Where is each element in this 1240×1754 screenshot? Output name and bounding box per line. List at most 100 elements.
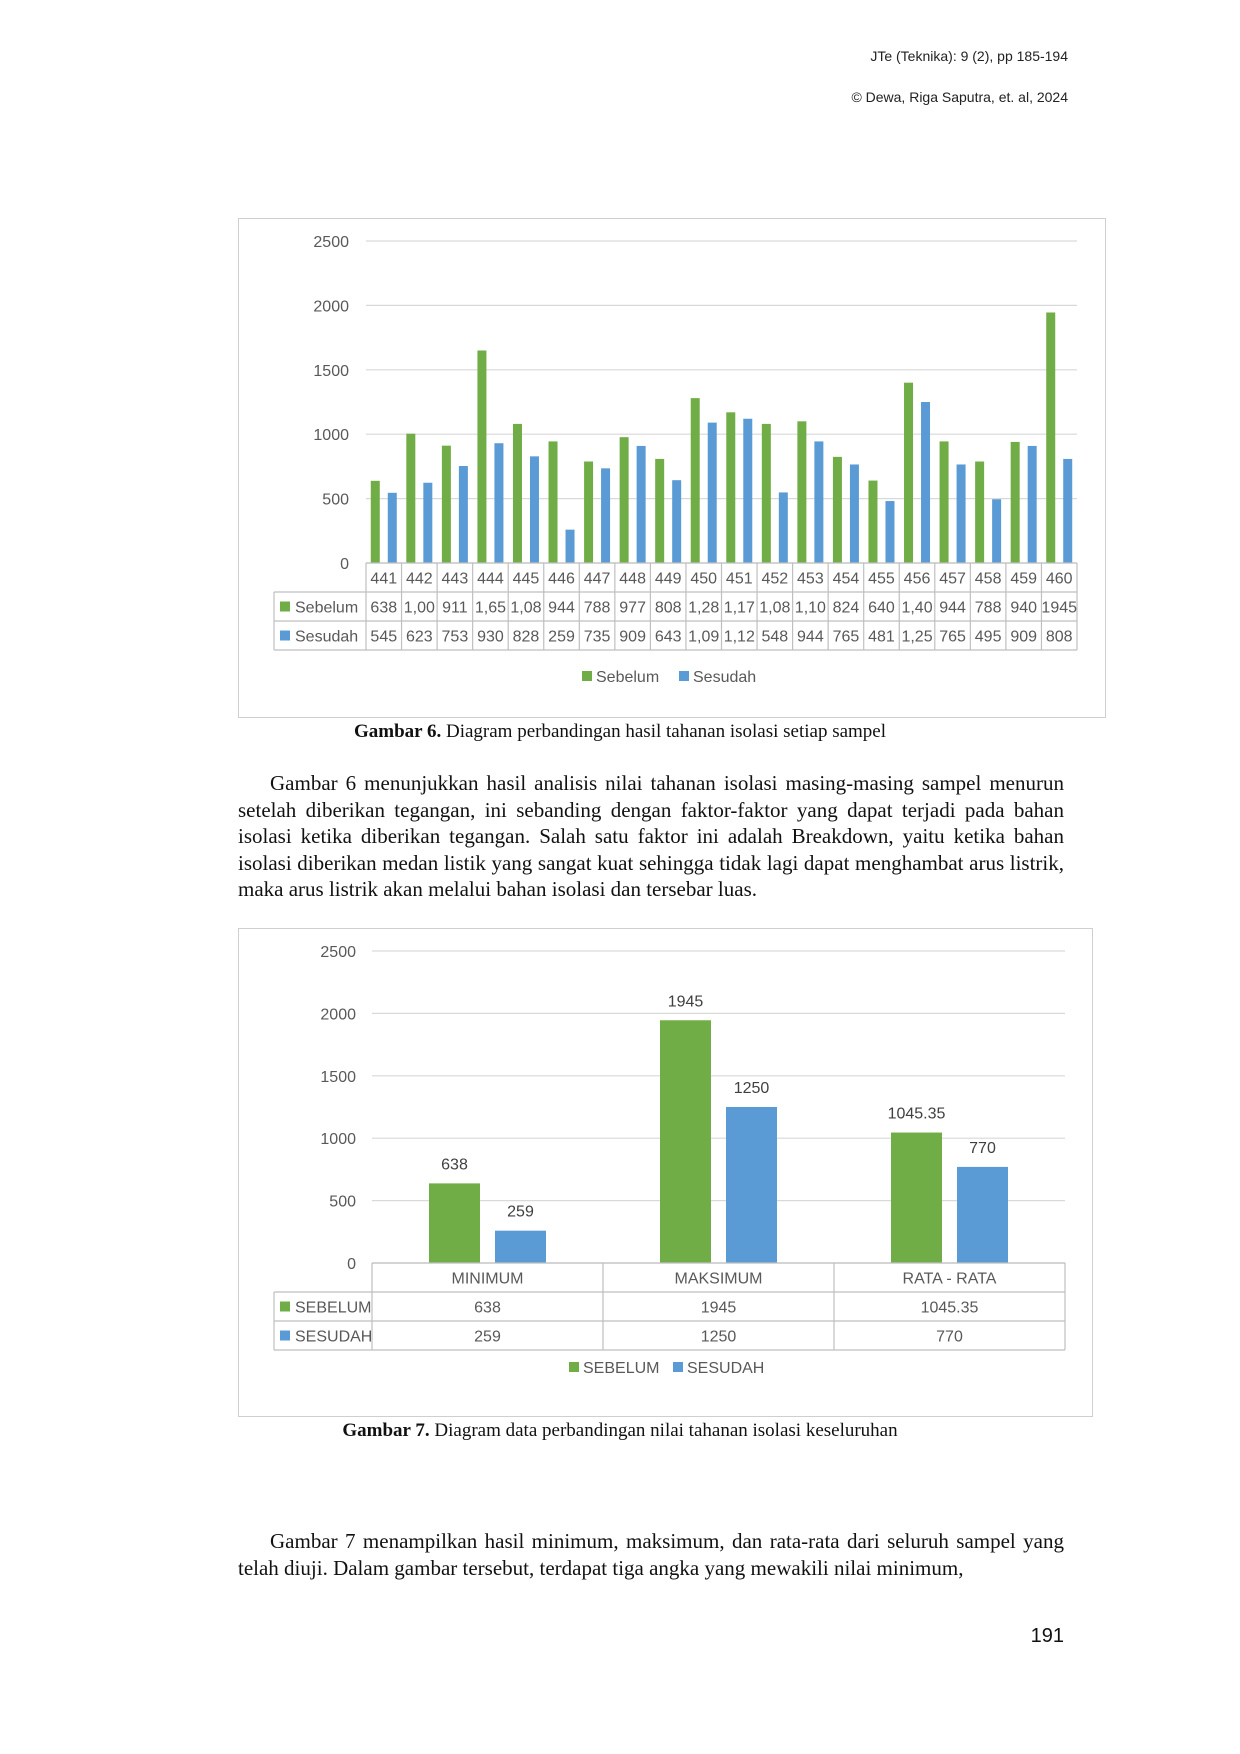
fig6-table-cell: 911 bbox=[442, 600, 468, 617]
fig6-bar-sesudah bbox=[1027, 445, 1037, 563]
fig6-table-cell: 944 bbox=[939, 600, 966, 617]
fig6-category-label: 456 bbox=[904, 571, 931, 588]
fig6-bar-sebelum bbox=[441, 445, 451, 563]
fig7-data-label: 1945 bbox=[668, 993, 704, 1010]
fig6-bar-sesudah bbox=[885, 501, 895, 563]
fig6-bar-sebelum bbox=[761, 423, 771, 563]
fig6-table-cell: 640 bbox=[868, 600, 895, 617]
figure-7-chart: 0 500 1000 1500 2000 2500 638 259 1945 1250 1045.3… bbox=[238, 928, 1093, 1417]
fig6-category-label: 448 bbox=[619, 571, 646, 588]
fig6-category-label: 458 bbox=[975, 571, 1002, 588]
fig6-bar-sesudah bbox=[565, 529, 575, 563]
fig6-bar-sebelum bbox=[1046, 312, 1056, 563]
fig6-bar-sebelum bbox=[406, 433, 416, 563]
fig6-table-cell: 1,08 bbox=[759, 600, 790, 617]
copyright-header: © Dewa, Riga Saputra, et. al, 2024 bbox=[851, 89, 1068, 105]
fig7-bar-sesudah bbox=[957, 1166, 1008, 1263]
fig6-ytick-label: 2000 bbox=[313, 298, 349, 315]
figure-6-caption-label: Gambar 6. bbox=[353, 721, 442, 742]
fig6-table-cell: 1,12 bbox=[724, 629, 755, 646]
fig6-table-cell: 638 bbox=[370, 600, 397, 617]
fig6-bar-sebelum bbox=[1010, 441, 1020, 563]
fig7-bar-sebelum bbox=[660, 1020, 711, 1263]
fig6-table-cell: 1,17 bbox=[724, 600, 755, 617]
figure-6-svg: 0 500 1000 1500 2000 2500 441 442 443 444 445 446 44… bbox=[273, 234, 1078, 686]
fig6-bar-sesudah bbox=[849, 464, 859, 563]
fig6-table-cell: 1,10 bbox=[795, 600, 826, 617]
fig6-table-cell: 623 bbox=[406, 629, 433, 646]
fig6-bar-sebelum bbox=[619, 437, 629, 563]
fig6-bar-sebelum bbox=[975, 461, 985, 563]
fig6-bar-sesudah bbox=[778, 492, 788, 563]
fig6-category-label: 454 bbox=[833, 571, 860, 588]
fig6-legend-label: Sebelum bbox=[596, 669, 659, 686]
body-paragraph-1: Gambar 6 menunjukkan hasil analisis nila… bbox=[238, 771, 1064, 901]
fig7-legend-key-sebelum bbox=[569, 1362, 579, 1372]
fig6-bar-sesudah bbox=[956, 464, 966, 563]
fig6-bar-sebelum bbox=[726, 412, 736, 563]
fig6-category-label: 457 bbox=[939, 571, 966, 588]
fig6-category-label: 446 bbox=[548, 571, 575, 588]
fig6-category-label: 445 bbox=[513, 571, 540, 588]
fig6-category-label: 444 bbox=[477, 571, 504, 588]
fig6-table-cell: 909 bbox=[1010, 629, 1037, 646]
fig7-category-label: RATA - RATA bbox=[903, 1271, 997, 1288]
fig7-table-cell: 1250 bbox=[701, 1329, 737, 1346]
fig7-table-series-label: SESUDAH bbox=[295, 1329, 372, 1346]
fig6-bar-sesudah bbox=[636, 445, 646, 563]
fig7-table-series-label: SEBELUM bbox=[295, 1300, 371, 1317]
fig6-bar-sebelum bbox=[477, 350, 487, 563]
fig6-category-label: 452 bbox=[761, 571, 788, 588]
fig6-table-cell: 765 bbox=[939, 629, 966, 646]
fig6-bar-sesudah bbox=[458, 466, 468, 563]
fig6-bar-sesudah bbox=[921, 402, 931, 563]
fig6-category-label: 455 bbox=[868, 571, 895, 588]
fig6-category-label: 450 bbox=[690, 571, 717, 588]
fig6-bar-sesudah bbox=[672, 480, 682, 563]
fig6-table-cell: 1,09 bbox=[688, 629, 719, 646]
fig6-table-cell: 944 bbox=[797, 629, 824, 646]
fig6-ytick-label: 2500 bbox=[313, 234, 349, 251]
fig6-table-series-label: Sebelum bbox=[295, 600, 358, 617]
figure-7-caption-text: Diagram data perbandingan nilai tahanan … bbox=[429, 1420, 898, 1441]
body-paragraph-2: Gambar 7 menampilkan hasil minimum, maks… bbox=[238, 1529, 1064, 1580]
fig6-table-legend-key bbox=[280, 601, 290, 612]
fig6-bar-sesudah bbox=[707, 422, 717, 563]
fig6-bar-sesudah bbox=[743, 418, 753, 563]
fig6-bar-sesudah bbox=[814, 441, 824, 563]
fig7-ytick-label: 1500 bbox=[320, 1069, 356, 1086]
fig6-ytick-label: 1500 bbox=[313, 363, 349, 380]
fig7-table-legend-key bbox=[280, 1301, 290, 1312]
fig6-table-cell: 930 bbox=[477, 629, 504, 646]
fig7-category-label: MINIMUM bbox=[452, 1271, 524, 1288]
fig6-table-cell: 259 bbox=[548, 629, 575, 646]
fig6-legend-key-sesudah bbox=[679, 671, 689, 681]
fig7-data-label: 638 bbox=[441, 1156, 468, 1173]
fig6-bar-sebelum bbox=[797, 421, 807, 563]
fig6-table-cell: 1,08 bbox=[510, 600, 541, 617]
fig6-bar-sebelum bbox=[584, 461, 594, 563]
fig6-table-cell: 788 bbox=[584, 600, 611, 617]
journal-header: JTe (Teknika): 9 (2), pp 185-194 bbox=[870, 48, 1068, 64]
fig6-table-cell: 808 bbox=[1046, 629, 1073, 646]
fig6-table-cell: 977 bbox=[619, 600, 646, 617]
fig6-ytick-label: 0 bbox=[340, 556, 349, 573]
fig6-category-label: 443 bbox=[442, 571, 469, 588]
figure-7-caption-label: Gambar 7. bbox=[342, 1420, 430, 1441]
fig6-table-cell: 1,00 bbox=[404, 600, 435, 617]
fig7-bar-sesudah bbox=[726, 1107, 777, 1263]
fig6-ytick-label: 500 bbox=[322, 492, 349, 509]
fig6-table-cell: 940 bbox=[1010, 600, 1037, 617]
fig6-table-cell: 909 bbox=[619, 629, 646, 646]
fig6-bar-sesudah bbox=[529, 456, 539, 563]
fig6-table-legend-key bbox=[280, 630, 290, 641]
fig7-table-cell: 1045.35 bbox=[921, 1300, 979, 1317]
fig7-ytick-label: 2500 bbox=[320, 944, 356, 961]
fig7-bar-sesudah bbox=[495, 1230, 546, 1263]
figure-7-caption: Gambar 7. Diagram data perbandingan nila… bbox=[0, 1420, 1240, 1442]
fig7-legend-label: SEBELUM bbox=[583, 1360, 659, 1377]
figure-6-chart: 0 500 1000 1500 2000 2500 441 442 443 444 445 446 44… bbox=[238, 218, 1106, 718]
fig6-bar-sebelum bbox=[548, 441, 558, 563]
fig6-category-label: 449 bbox=[655, 571, 682, 588]
fig7-ytick-label: 500 bbox=[329, 1194, 356, 1211]
